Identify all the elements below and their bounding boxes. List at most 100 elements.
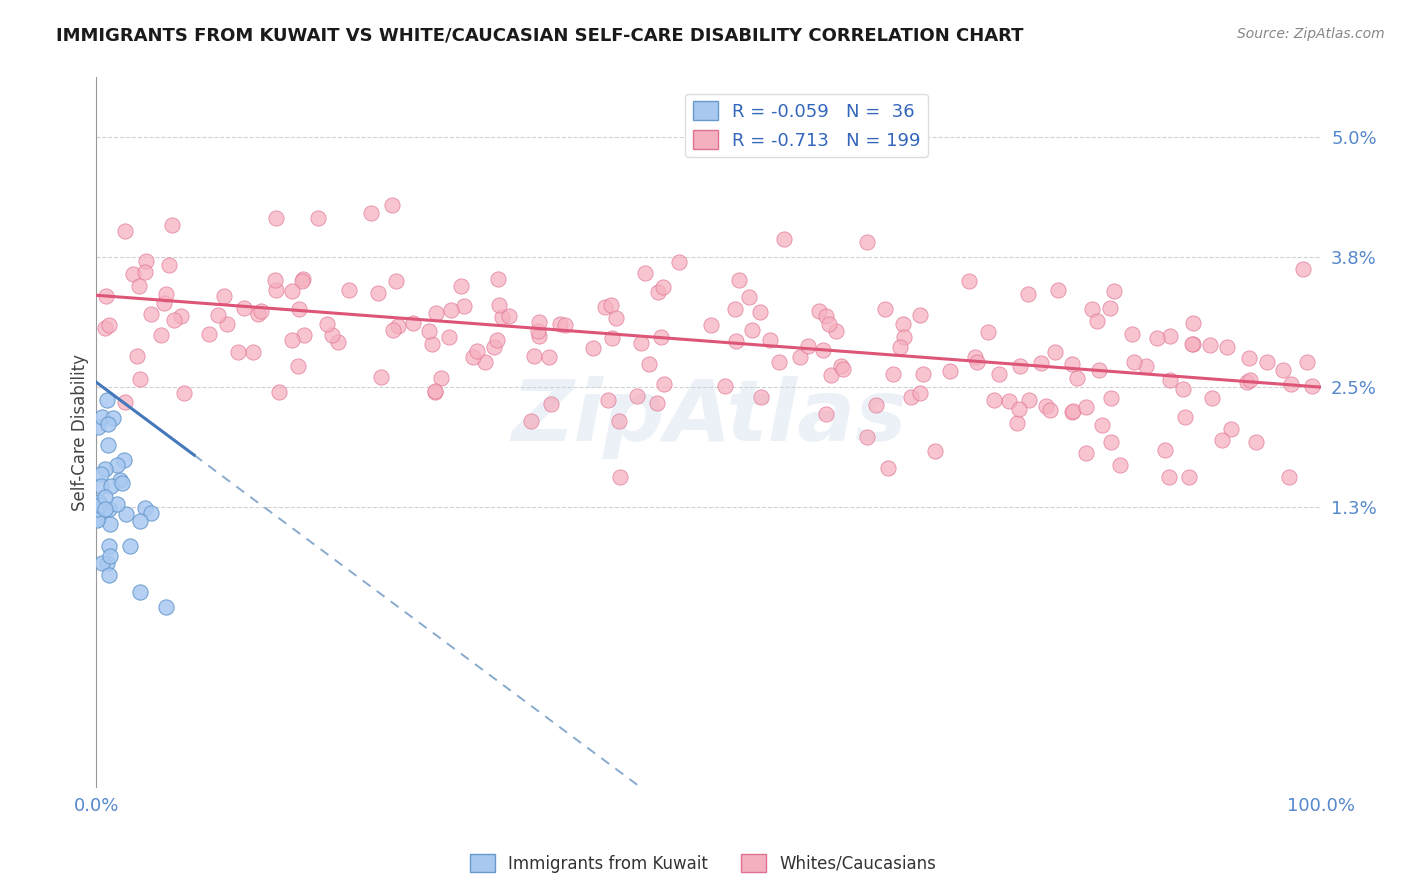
Point bbox=[626, 388, 648, 402]
Point bbox=[1236, 375, 1258, 389]
Point bbox=[114, 224, 136, 238]
Point bbox=[1178, 470, 1201, 484]
Point bbox=[111, 475, 134, 490]
Point bbox=[1062, 357, 1084, 371]
Point bbox=[637, 357, 659, 371]
Point bbox=[450, 278, 472, 293]
Point bbox=[367, 285, 389, 300]
Point bbox=[149, 328, 172, 343]
Point bbox=[315, 317, 337, 331]
Point bbox=[1159, 328, 1181, 343]
Point bbox=[1220, 422, 1243, 436]
Point bbox=[440, 303, 463, 318]
Point bbox=[87, 495, 110, 509]
Point bbox=[1007, 416, 1029, 430]
Y-axis label: Self-Care Disability: Self-Care Disability bbox=[72, 353, 89, 510]
Point bbox=[96, 289, 118, 303]
Point bbox=[437, 330, 460, 344]
Point bbox=[1201, 391, 1223, 405]
Point bbox=[98, 549, 121, 564]
Point bbox=[1081, 302, 1104, 317]
Point bbox=[430, 370, 453, 384]
Point bbox=[855, 235, 877, 249]
Point bbox=[600, 298, 623, 312]
Point bbox=[1173, 383, 1195, 397]
Point bbox=[96, 392, 118, 407]
Point bbox=[768, 355, 790, 369]
Point bbox=[114, 395, 136, 409]
Point bbox=[814, 408, 837, 422]
Point bbox=[370, 370, 392, 384]
Point bbox=[233, 301, 256, 316]
Point bbox=[1271, 363, 1294, 377]
Point bbox=[337, 283, 360, 297]
Point bbox=[527, 315, 550, 329]
Point bbox=[963, 350, 986, 364]
Point bbox=[115, 507, 138, 521]
Point bbox=[328, 334, 350, 349]
Point bbox=[94, 320, 117, 334]
Point bbox=[96, 556, 118, 570]
Point bbox=[1085, 314, 1108, 328]
Point bbox=[1278, 470, 1301, 484]
Point bbox=[537, 350, 560, 364]
Point bbox=[139, 307, 162, 321]
Point bbox=[128, 372, 150, 386]
Point bbox=[1135, 359, 1157, 374]
Point bbox=[226, 344, 249, 359]
Point bbox=[818, 317, 841, 331]
Point bbox=[1108, 458, 1130, 473]
Point bbox=[609, 470, 631, 484]
Point bbox=[153, 296, 176, 310]
Point bbox=[97, 417, 120, 431]
Point bbox=[529, 329, 551, 343]
Point bbox=[652, 376, 675, 391]
Point bbox=[207, 308, 229, 322]
Point bbox=[997, 393, 1019, 408]
Point bbox=[912, 368, 935, 382]
Point bbox=[977, 325, 1000, 339]
Point bbox=[773, 232, 796, 246]
Point bbox=[263, 273, 285, 287]
Point bbox=[90, 467, 112, 481]
Point bbox=[605, 310, 627, 325]
Point bbox=[668, 254, 690, 268]
Text: ZipAtlas: ZipAtlas bbox=[510, 376, 907, 459]
Point bbox=[360, 206, 382, 220]
Point bbox=[1102, 285, 1125, 299]
Point bbox=[938, 364, 960, 378]
Point bbox=[957, 274, 980, 288]
Point bbox=[385, 274, 408, 288]
Point bbox=[893, 330, 915, 344]
Point bbox=[93, 501, 115, 516]
Point bbox=[281, 333, 304, 347]
Point bbox=[90, 409, 112, 424]
Point bbox=[86, 419, 108, 434]
Point bbox=[94, 462, 117, 476]
Point bbox=[307, 211, 329, 225]
Point bbox=[100, 479, 122, 493]
Point bbox=[714, 379, 737, 393]
Point bbox=[1256, 355, 1278, 369]
Point bbox=[488, 298, 510, 312]
Point bbox=[269, 384, 291, 399]
Point bbox=[749, 390, 772, 404]
Point bbox=[97, 568, 120, 582]
Point bbox=[418, 324, 440, 338]
Point bbox=[1157, 470, 1180, 484]
Point bbox=[381, 323, 404, 337]
Point bbox=[127, 349, 149, 363]
Legend: Immigrants from Kuwait, Whites/Caucasians: Immigrants from Kuwait, Whites/Caucasian… bbox=[463, 847, 943, 880]
Point bbox=[90, 479, 112, 493]
Point bbox=[789, 350, 811, 364]
Point bbox=[1159, 373, 1181, 387]
Point bbox=[598, 393, 620, 408]
Point bbox=[112, 453, 135, 467]
Point bbox=[1174, 410, 1197, 425]
Point bbox=[86, 512, 108, 526]
Point bbox=[134, 500, 156, 515]
Point bbox=[381, 198, 404, 212]
Point bbox=[465, 344, 488, 359]
Point bbox=[900, 390, 922, 404]
Point bbox=[1154, 442, 1177, 457]
